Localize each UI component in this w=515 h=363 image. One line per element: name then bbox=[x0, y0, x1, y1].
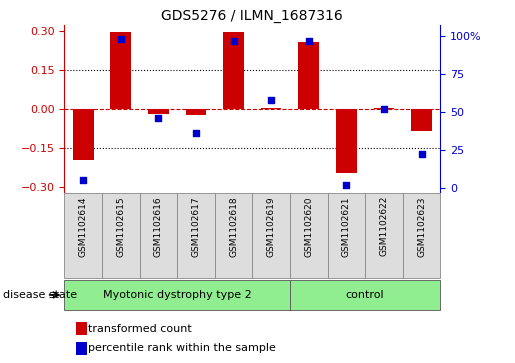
Text: disease state: disease state bbox=[3, 290, 77, 300]
Text: GSM1102620: GSM1102620 bbox=[304, 196, 313, 257]
Text: percentile rank within the sample: percentile rank within the sample bbox=[88, 343, 276, 354]
Bar bbox=[76, 322, 87, 335]
Bar bbox=[411, 109, 432, 131]
Bar bbox=[76, 342, 87, 355]
Bar bbox=[252, 193, 290, 278]
Bar bbox=[290, 193, 328, 278]
Text: GSM1102621: GSM1102621 bbox=[342, 196, 351, 257]
Point bbox=[192, 130, 200, 136]
Title: GDS5276 / ILMN_1687316: GDS5276 / ILMN_1687316 bbox=[162, 9, 343, 23]
Bar bbox=[261, 107, 282, 109]
Bar bbox=[185, 109, 207, 115]
Bar bbox=[290, 280, 440, 310]
Bar bbox=[177, 193, 215, 278]
Text: control: control bbox=[346, 290, 384, 300]
Bar bbox=[64, 280, 290, 310]
Text: GSM1102615: GSM1102615 bbox=[116, 196, 125, 257]
Bar bbox=[102, 193, 140, 278]
Bar bbox=[110, 32, 131, 109]
Text: GSM1102614: GSM1102614 bbox=[79, 196, 88, 257]
Text: GSM1102623: GSM1102623 bbox=[417, 196, 426, 257]
Text: GSM1102617: GSM1102617 bbox=[192, 196, 200, 257]
Bar bbox=[223, 32, 244, 109]
Point bbox=[342, 182, 350, 187]
Point bbox=[305, 38, 313, 44]
Text: Myotonic dystrophy type 2: Myotonic dystrophy type 2 bbox=[103, 290, 251, 300]
Bar bbox=[336, 109, 357, 173]
Bar bbox=[73, 109, 94, 160]
Bar bbox=[328, 193, 365, 278]
Text: GSM1102618: GSM1102618 bbox=[229, 196, 238, 257]
Bar bbox=[148, 109, 169, 114]
Bar bbox=[64, 193, 102, 278]
Point bbox=[380, 106, 388, 112]
Text: GSM1102622: GSM1102622 bbox=[380, 196, 388, 256]
Text: transformed count: transformed count bbox=[88, 324, 192, 334]
Bar bbox=[365, 193, 403, 278]
Bar bbox=[298, 42, 319, 109]
Point bbox=[79, 177, 88, 183]
Text: GSM1102616: GSM1102616 bbox=[154, 196, 163, 257]
Bar bbox=[373, 107, 394, 109]
Bar bbox=[140, 193, 177, 278]
Point bbox=[154, 115, 163, 121]
Text: GSM1102619: GSM1102619 bbox=[267, 196, 276, 257]
Point bbox=[417, 151, 425, 157]
Point bbox=[267, 97, 275, 102]
Point bbox=[230, 38, 238, 44]
Point bbox=[116, 36, 125, 42]
Bar bbox=[403, 193, 440, 278]
Bar bbox=[215, 193, 252, 278]
